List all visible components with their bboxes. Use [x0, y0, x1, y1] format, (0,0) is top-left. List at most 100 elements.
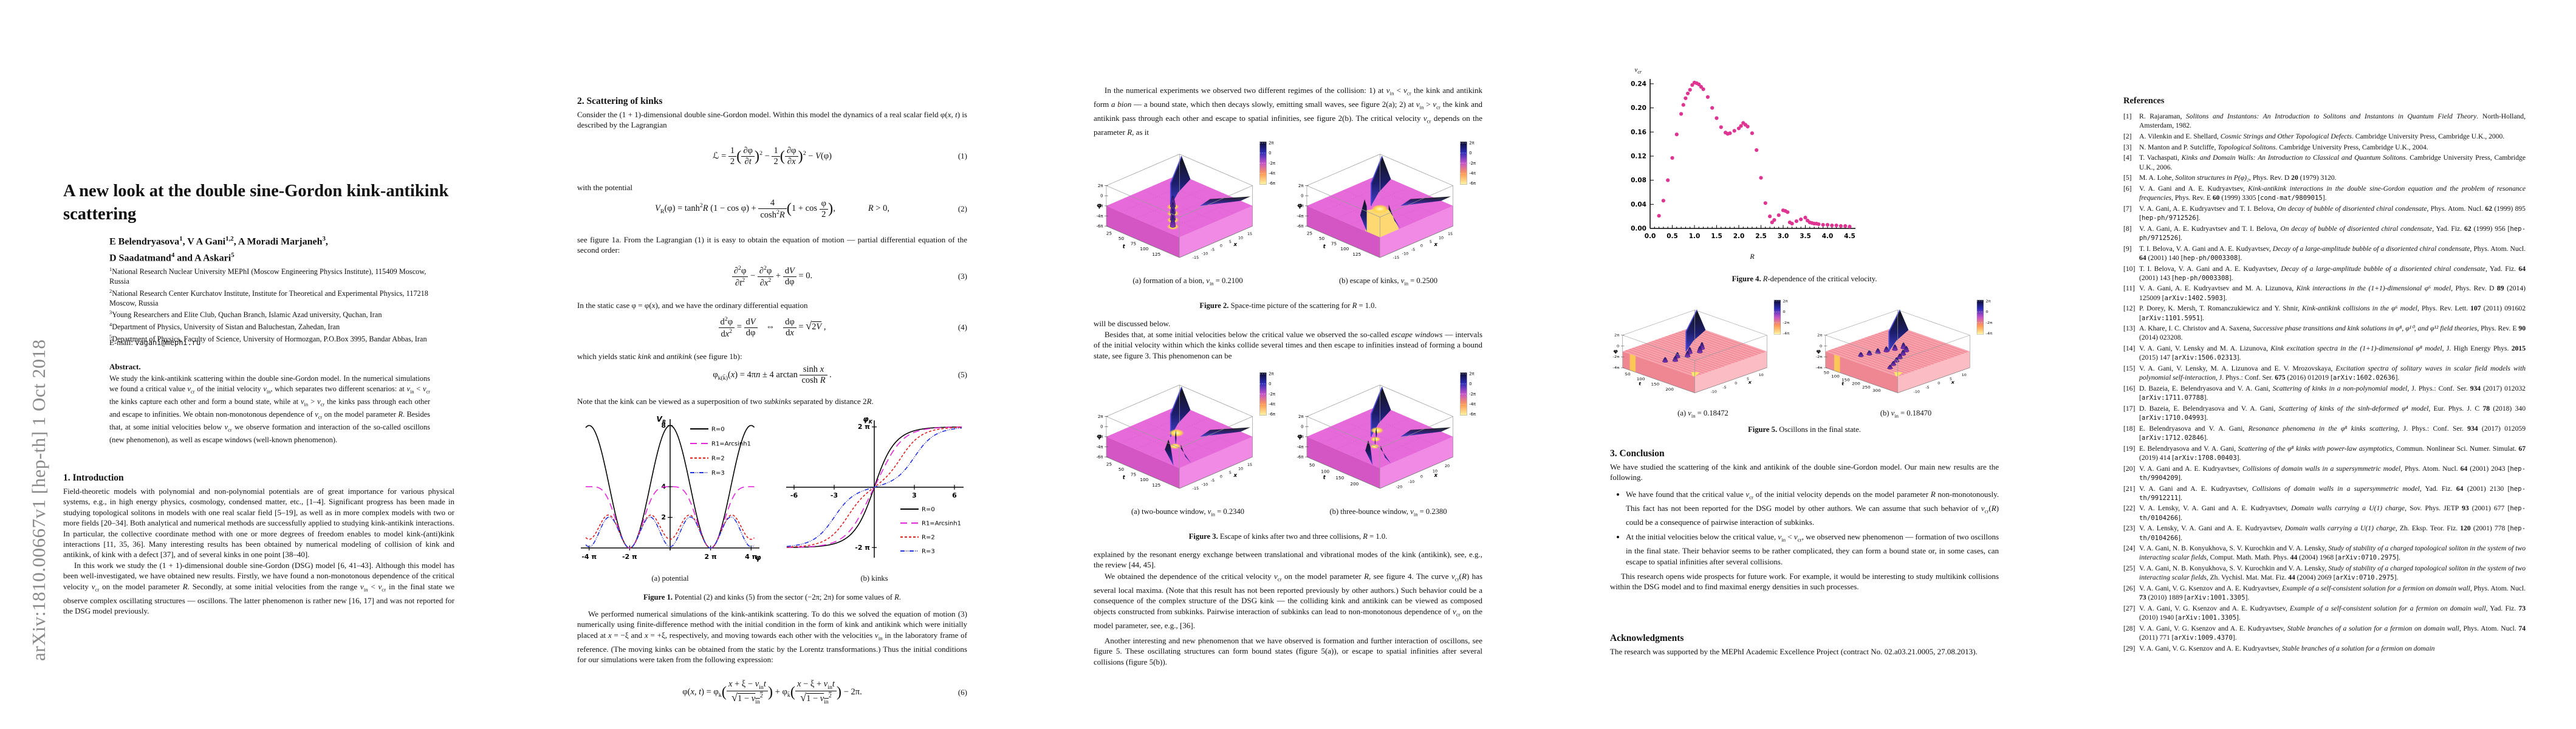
svg-text:x: x: [1747, 380, 1752, 385]
bion-surface-plot: 2π 0 -2π -4π -6π φ 25 50 75 100 125 t -15 -10 -5 0 5 10 15…: [1094, 137, 1282, 275]
svg-text:-15: -15: [1393, 255, 1399, 260]
reference-item: [27] V. A. Gani, V. G. Ksenzov and A. E. …: [2123, 604, 2526, 622]
svg-text:25: 25: [1307, 230, 1313, 236]
svg-text:0: 0: [1617, 344, 1619, 348]
svg-text:-2π: -2π: [1613, 355, 1620, 359]
affiliation: 2National Research Center Kurchatov Inst…: [109, 288, 428, 307]
svg-text:50: 50: [1824, 371, 1829, 375]
reference-item: [7] V. A. Gani, A. E. Kudryavtsev and T. …: [2123, 204, 2526, 222]
introduction-heading: 1. Introduction: [63, 473, 124, 483]
conclusion-heading: 3. Conclusion: [1610, 448, 1665, 459]
reference-item: [12] P. Dorey, K. Mersh, T. Romanczukiewi…: [2123, 304, 2526, 322]
equation-1-number: (1): [957, 151, 967, 161]
svg-text:VR: VR: [657, 415, 666, 425]
svg-text:5: 5: [1229, 470, 1231, 475]
svg-text:150: 150: [1335, 475, 1344, 481]
svg-text:10: 10: [1238, 466, 1243, 471]
svg-text:15: 15: [1247, 231, 1252, 236]
equation-6: φ(x, t) = φk(x + ξ − vint √1 − vin2) + φk…: [682, 679, 967, 706]
oscillon-escape-surface-plot: 2π 0 -2π -4π φ 50 100 150 200 250 300 t -10 -5 0 5 10 x 2π…: [1813, 296, 1999, 408]
svg-text:x: x: [1434, 473, 1438, 479]
svg-text:-10: -10: [1402, 251, 1408, 256]
reference-item: [26] V. A. Gani, V. G. Ksenzov and A. E. …: [2123, 584, 2526, 602]
figure-3: 2π 0 -2π -4π -6π φ 25 50 75 100 125 t -15 -10 -5 0 5 10 15…: [1094, 368, 1482, 518]
svg-text:5: 5: [1747, 378, 1749, 381]
svg-text:-2π: -2π: [1783, 321, 1789, 324]
svg-text:-2π: -2π: [1097, 434, 1103, 439]
svg-text:2π: 2π: [1098, 414, 1103, 419]
svg-text:R=0: R=0: [922, 507, 935, 513]
svg-text:-2 π: -2 π: [855, 544, 870, 552]
svg-text:2 π: 2 π: [858, 423, 870, 431]
svg-text:φ: φ: [1297, 203, 1302, 210]
figure-5b-caption: (b) vin = 0.18470: [1880, 409, 1932, 419]
reference-item: [8] V. A. Gani, A. E. Kudryavtsev and T. …: [2123, 224, 2526, 242]
abstract-block: Abstract. We study the kink-antikink sca…: [109, 362, 430, 445]
svg-text:R=3: R=3: [922, 549, 935, 555]
svg-text:0: 0: [1735, 382, 1737, 385]
svg-text:0.20: 0.20: [1631, 104, 1646, 112]
introduction-paragraph-2: In this work we study the (1 + 1)-dimens…: [63, 560, 454, 616]
svg-text:0: 0: [1269, 382, 1271, 386]
reference-item: [17] D. Bazeia, E. Belendryasova and V. A…: [2123, 404, 2526, 422]
equation-1: ℒ = 1 2(∂φ ∂t)2 − 1 2(∂φ ∂x)2 − V(φ) (1): [713, 146, 967, 166]
svg-text:x: x: [1434, 242, 1438, 248]
conclusion-bullet: We have found that the critical value vc…: [1626, 489, 1999, 527]
svg-text:R=2: R=2: [922, 535, 935, 541]
svg-text:1.5: 1.5: [1711, 233, 1722, 240]
conclusion-section: 3. Conclusion We have studied the scatte…: [1610, 448, 1999, 592]
equation-5: φk(k̄)(x) = 4πn ± 4 arctan sinh x cosh R …: [713, 364, 967, 385]
svg-text:x: x: [1233, 473, 1238, 479]
affiliation: 4Department of Physics, University of Si…: [109, 322, 340, 332]
svg-text:0: 0: [1420, 243, 1423, 248]
svg-text:0.24: 0.24: [1631, 80, 1646, 87]
figure-2a: 2π 0 -2π -4π -6π φ 25 50 75 100 125 t -15 -10 -5 0 5 10 15…: [1094, 137, 1282, 287]
introduction-section: 1. Introduction Field-theoretic models w…: [63, 473, 454, 616]
svg-text:0.16: 0.16: [1631, 129, 1646, 136]
svg-text:-6π: -6π: [1097, 224, 1103, 228]
svg-text:0: 0: [1937, 382, 1940, 385]
svg-text:2π: 2π: [1783, 299, 1788, 303]
svg-text:vcr: vcr: [1634, 66, 1642, 75]
svg-text:5: 5: [1430, 239, 1432, 244]
svg-text:-4π: -4π: [1269, 171, 1275, 176]
figure-3a: 2π 0 -2π -4π -6π φ 25 50 75 100 125 t -15 -10 -5 0 5 10 15…: [1094, 368, 1282, 518]
svg-text:0: 0: [1269, 151, 1271, 156]
paper-title: A new look at the double sine-Gordon kin…: [63, 182, 449, 224]
svg-text:10: 10: [1439, 235, 1444, 240]
svg-text:0.00: 0.00: [1631, 225, 1646, 233]
svg-text:t: t: [1323, 474, 1326, 481]
vcr-dependence-paragraph: We obtained the dependence of the critic…: [1094, 572, 1483, 630]
svg-text:50: 50: [1309, 462, 1315, 468]
svg-text:t: t: [1123, 244, 1126, 250]
svg-text:2 π: 2 π: [705, 553, 717, 561]
svg-text:-6: -6: [790, 491, 798, 499]
page-3: In the numerical experiments we observed…: [1030, 0, 1546, 729]
svg-text:5: 5: [1229, 239, 1231, 244]
svg-text:15: 15: [1448, 231, 1453, 236]
figure-4-caption: Figure 4. R-dependence of the critical v…: [1732, 275, 1877, 283]
svg-text:-6π: -6π: [1097, 454, 1103, 459]
abstract-text: We study the kink-antikink scattering wi…: [109, 374, 430, 444]
svg-text:75: 75: [1131, 241, 1137, 247]
svg-text:0: 0: [1100, 193, 1103, 198]
svg-text:-4π: -4π: [1297, 214, 1304, 219]
reference-item: [1] R. Rajaraman, Solitons and Instantons…: [2123, 112, 2526, 130]
svg-text:φK: φK: [863, 415, 872, 425]
conclusion-bullets: We have found that the critical value vc…: [1610, 489, 1999, 567]
figure-5: 2π 0 -2π -4π φ 50 100 150 200 t -10 -5 0 5 10 x 2π 0 -2π -4…: [1610, 296, 1999, 419]
scattering-section: 2. Scattering of kinks Consider the (1 +…: [577, 96, 967, 131]
svg-text:75: 75: [1331, 241, 1337, 247]
affiliations: 1National Research Nuclear University ME…: [109, 265, 430, 344]
svg-text:R=3: R=3: [711, 470, 725, 477]
svg-text:4.5: 4.5: [1844, 233, 1855, 240]
static-lead: In the static case φ = φ(x), and we have…: [577, 301, 808, 310]
svg-text:-10: -10: [1711, 391, 1718, 394]
potential-lead: with the potential: [577, 183, 632, 192]
svg-text:φ: φ: [1816, 349, 1821, 354]
reference-item: [13] A. Khare, I. C. Christov and A. Saxe…: [2123, 324, 2526, 342]
svg-text:0.04: 0.04: [1631, 201, 1646, 208]
svg-text:-6π: -6π: [1469, 181, 1476, 186]
svg-text:2.0: 2.0: [1733, 233, 1745, 240]
svg-text:2π: 2π: [1614, 334, 1620, 337]
